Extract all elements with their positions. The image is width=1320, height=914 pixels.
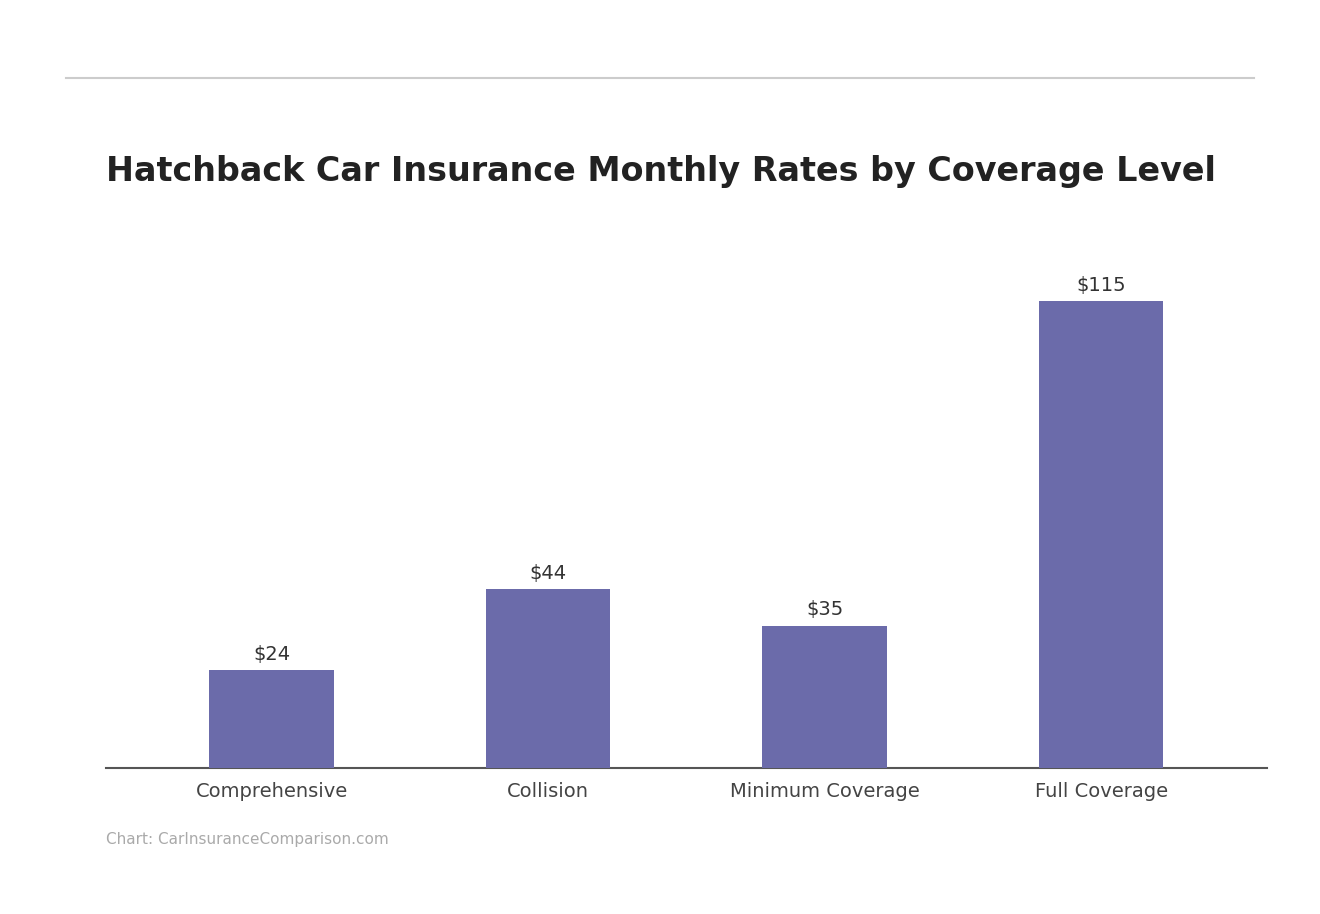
Bar xyxy=(763,625,887,768)
Bar xyxy=(210,670,334,768)
Text: $24: $24 xyxy=(253,645,290,664)
Text: $35: $35 xyxy=(807,600,843,620)
Text: Hatchback Car Insurance Monthly Rates by Coverage Level: Hatchback Car Insurance Monthly Rates by… xyxy=(106,155,1216,188)
Text: $44: $44 xyxy=(529,564,566,583)
Bar xyxy=(486,589,610,768)
Bar xyxy=(1039,301,1163,768)
Text: Chart: CarInsuranceComparison.com: Chart: CarInsuranceComparison.com xyxy=(106,832,388,846)
Text: $115: $115 xyxy=(1076,275,1126,294)
